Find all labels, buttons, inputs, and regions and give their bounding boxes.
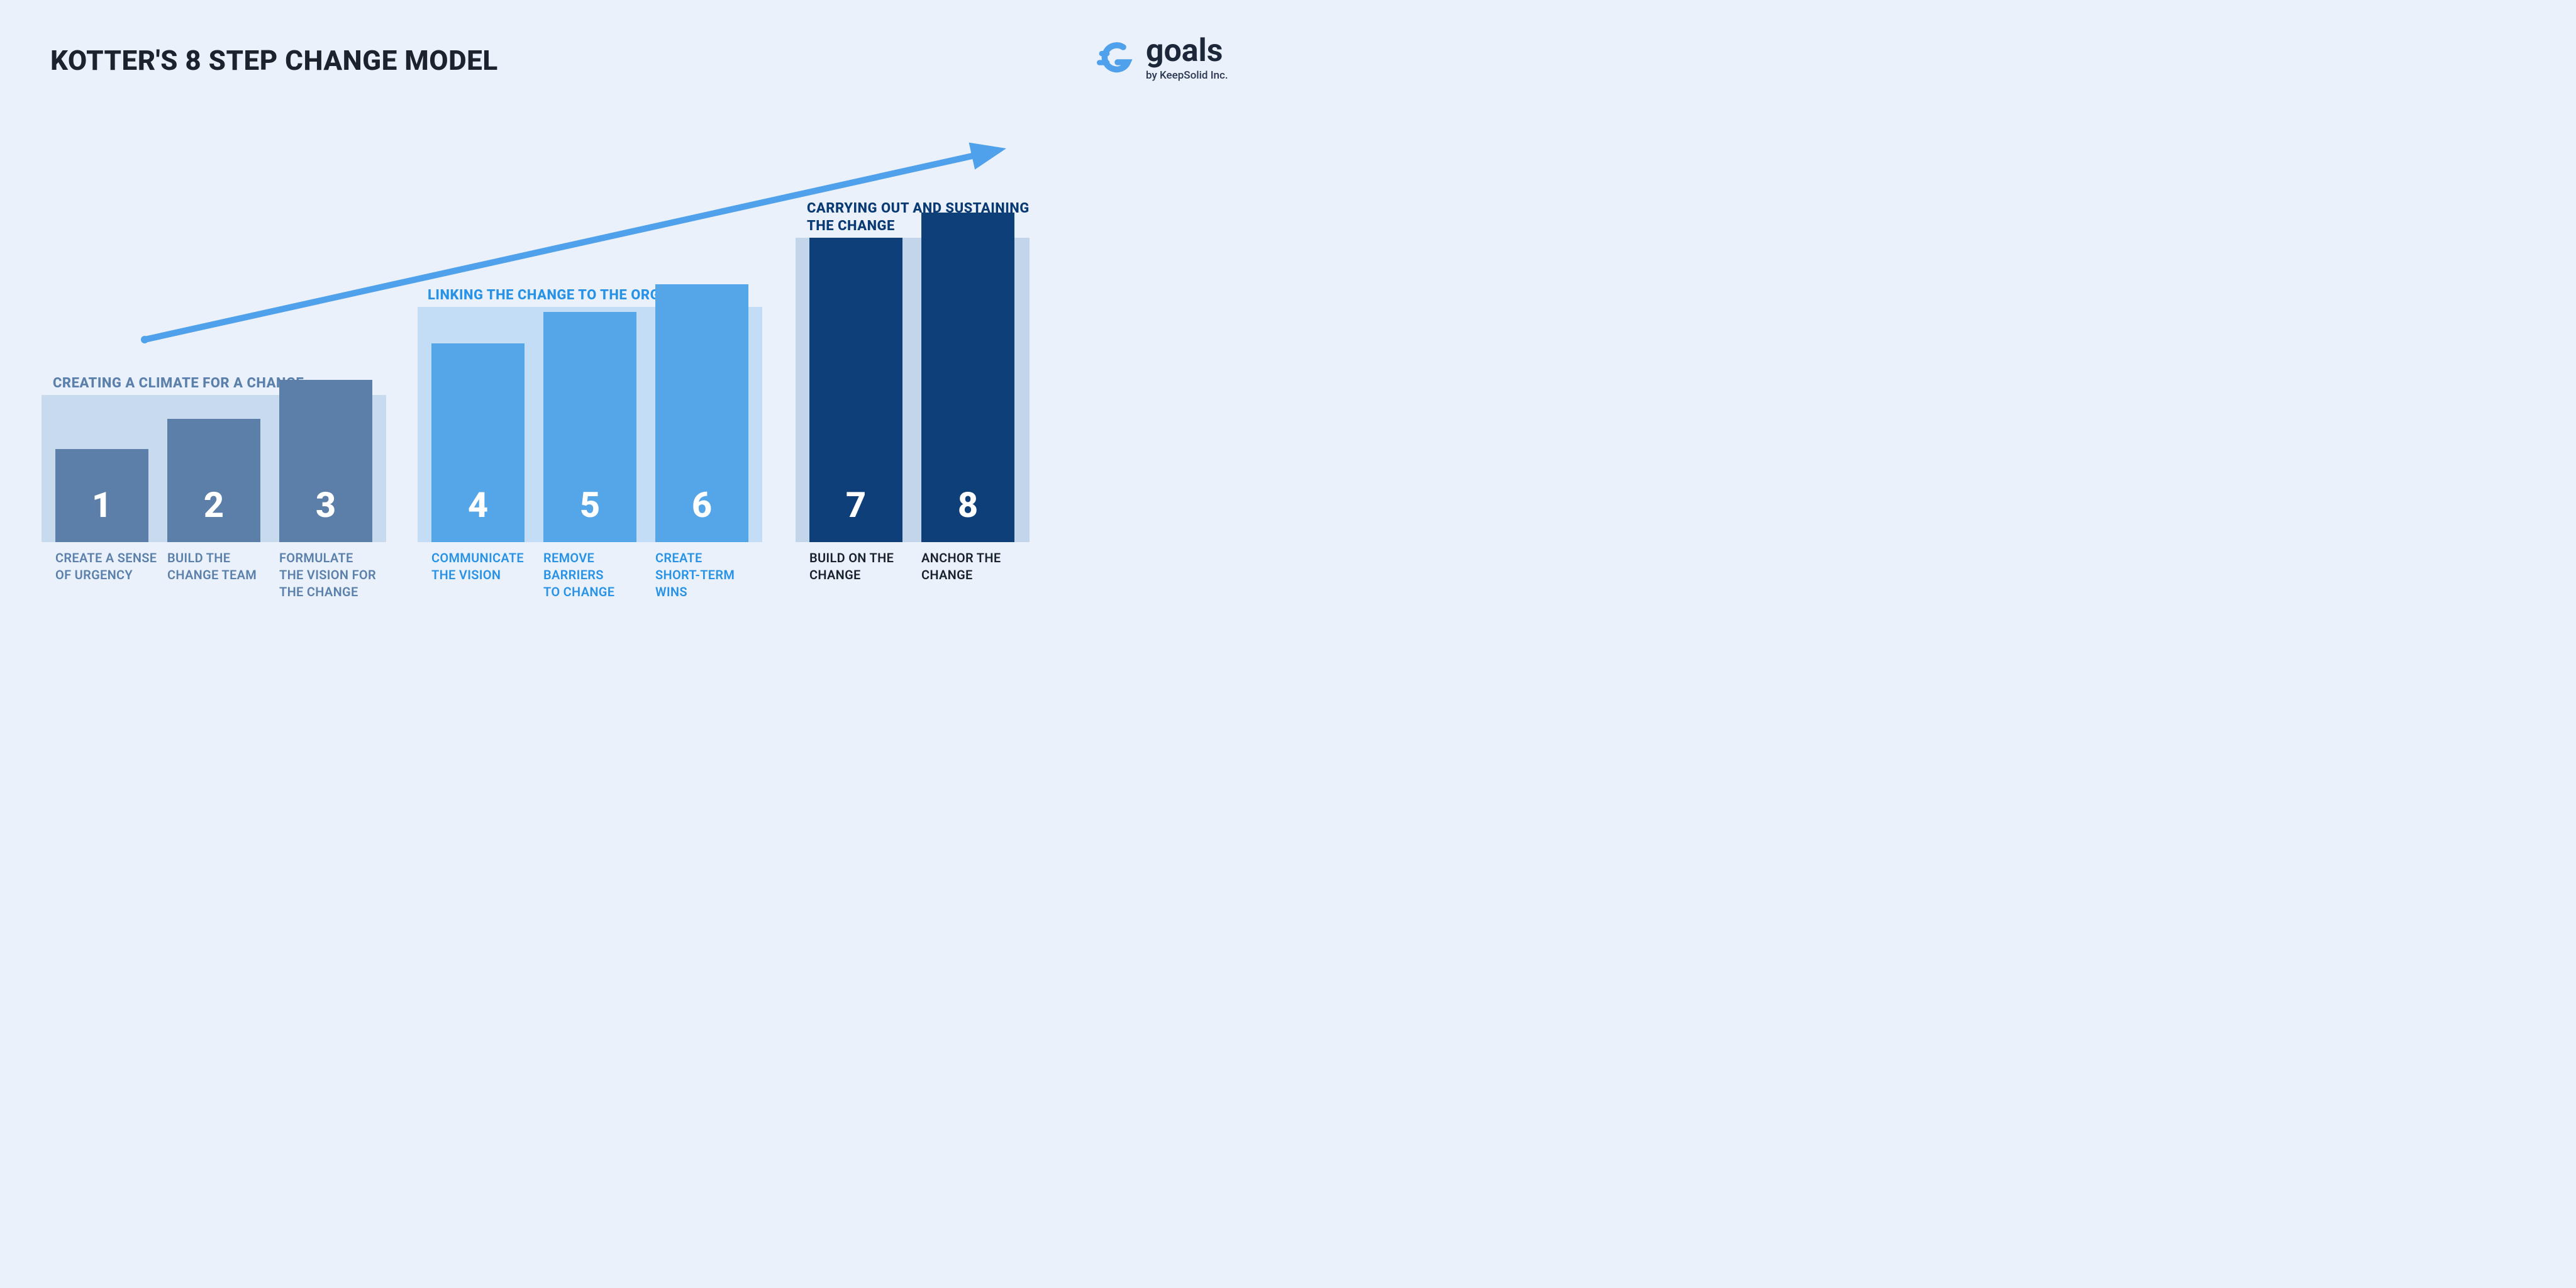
- step-label-8: ANCHOR THE CHANGE: [921, 550, 1033, 584]
- step-number-5: 5: [580, 484, 600, 526]
- step-label-1: CREATE A SENSE OF URGENCY: [55, 550, 167, 584]
- step-label-3: FORMULATE THE VISION FOR THE CHANGE: [279, 550, 391, 601]
- step-bar-8: 8: [921, 213, 1014, 542]
- goals-logo-icon: [1097, 40, 1135, 77]
- phase-label-1: CREATING A CLIMATE FOR A CHANGE: [53, 375, 304, 392]
- step-number-8: 8: [958, 484, 978, 526]
- brand-subtitle: by KeepSolid Inc.: [1146, 70, 1228, 81]
- step-bar-1: 1: [55, 449, 148, 542]
- step-bar-2: 2: [167, 419, 260, 542]
- step-bar-3: 3: [279, 380, 372, 542]
- step-number-7: 7: [846, 484, 866, 526]
- step-number-6: 6: [692, 484, 712, 526]
- step-label-5: REMOVE BARRIERS TO CHANGE: [543, 550, 655, 601]
- step-bar-4: 4: [431, 343, 525, 542]
- brand-logo: goals by KeepSolid Inc.: [1097, 35, 1228, 81]
- step-label-4: COMMUNICATE THE VISION: [431, 550, 543, 584]
- step-label-6: CREATE SHORT-TERM WINS: [655, 550, 767, 601]
- step-number-3: 3: [316, 484, 336, 526]
- step-label-7: BUILD ON THE CHANGE: [809, 550, 921, 584]
- step-number-2: 2: [204, 484, 224, 526]
- step-bar-7: 7: [809, 238, 902, 542]
- brand-word: goals: [1146, 35, 1228, 67]
- step-bar-5: 5: [543, 312, 636, 542]
- page-title: KOTTER'S 8 STEP CHANGE MODEL: [50, 44, 498, 77]
- step-bar-6: 6: [655, 284, 748, 542]
- diagram-canvas: KOTTER'S 8 STEP CHANGE MODEL goals by Ke…: [0, 0, 1288, 644]
- step-label-2: BUILD THE CHANGE TEAM: [167, 550, 279, 584]
- step-number-4: 4: [468, 484, 488, 526]
- step-number-1: 1: [92, 484, 112, 526]
